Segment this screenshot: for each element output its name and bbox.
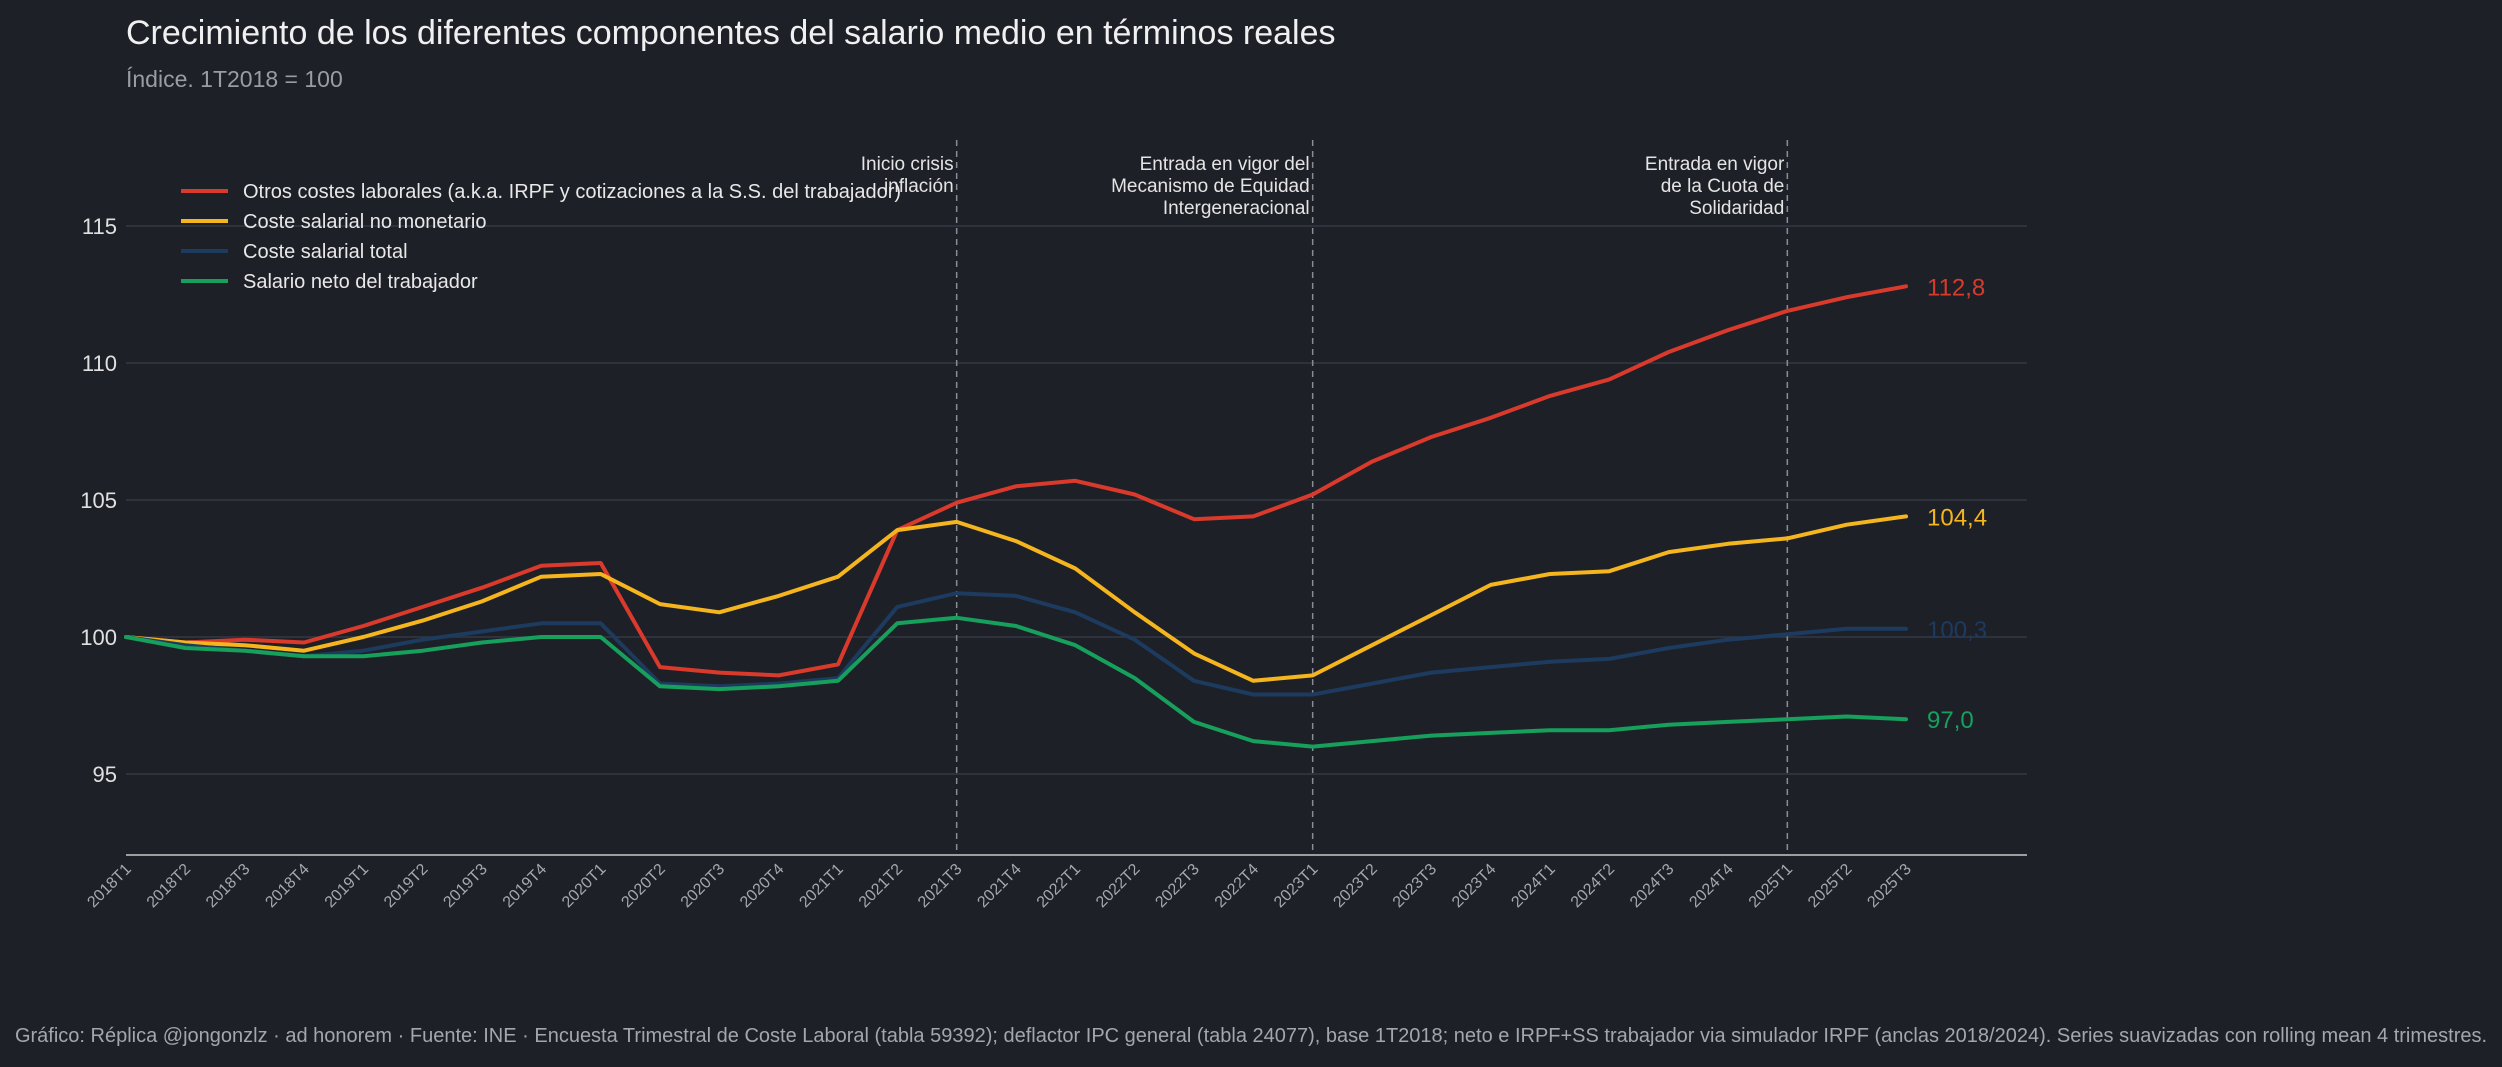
y-tick-label: 100 (80, 625, 117, 650)
x-tick-label: 2021T3 (915, 861, 965, 911)
series-end-label: 104,4 (1927, 504, 1987, 531)
footer-credits: Gráfico: Réplica @jongonzlz · ad honorem… (14, 1025, 2488, 1047)
series-lines (124, 284, 1908, 749)
chart-subtitle: Índice. 1T2018 = 100 (126, 66, 343, 92)
x-tick-label: 2020T1 (559, 861, 609, 911)
series-end-label: 112,8 (1927, 274, 1985, 301)
x-tick-label: 2023T4 (1449, 861, 1499, 911)
x-tick-label: 2021T4 (974, 861, 1024, 911)
x-tick-label: 2019T3 (440, 861, 490, 911)
x-tick-label: 2021T1 (796, 861, 846, 911)
x-tick-label: 2020T3 (678, 861, 728, 911)
x-tick-label: 2024T2 (1568, 861, 1618, 911)
event-lines (955, 140, 1789, 855)
x-tick-label: 2023T3 (1390, 861, 1440, 911)
x-tick-label: 2019T1 (322, 861, 372, 911)
x-tick-label: 2022T4 (1212, 861, 1262, 911)
event-label: Entrada en vigor del (1140, 154, 1310, 175)
x-tick-label: 2018T3 (203, 861, 253, 911)
series-end-label: 100,3 (1927, 617, 1987, 644)
end-labels: 112,8 104,4 100,3 97,0 (1927, 274, 1987, 734)
legend: Otros costes laborales (a.k.a. IRPF y co… (181, 181, 901, 293)
series-line-2 (124, 514, 1908, 683)
x-tick-label: 2019T4 (500, 861, 550, 911)
y-tick-label: 95 (93, 762, 117, 787)
chart-title: Crecimiento de los diferentes componente… (126, 14, 1336, 52)
x-tick-label: 2025T1 (1746, 861, 1796, 911)
series-line-1 (124, 284, 1908, 678)
y-tick-label: 110 (82, 351, 117, 376)
event-label: Intergeneracional (1163, 198, 1310, 219)
event-label: Solidaridad (1689, 198, 1784, 219)
gridlines (126, 225, 2027, 775)
x-tick-label: 2022T1 (1034, 861, 1084, 911)
y-tick-label: 105 (80, 488, 117, 513)
event-label: Inicio crisis (861, 154, 954, 175)
legend-entry: Coste salarial no monetario (243, 211, 486, 233)
x-tick-label: 2018T1 (84, 861, 134, 911)
legend-entry: Salario neto del trabajador (243, 271, 478, 293)
x-tick-label: 2020T4 (737, 861, 787, 911)
legend-entry: Otros costes laborales (a.k.a. IRPF y co… (243, 181, 901, 203)
series-line-3 (124, 591, 1908, 697)
y-tick-label: 115 (82, 214, 117, 239)
legend-entry: Coste salarial total (243, 241, 408, 263)
series-line-4 (124, 615, 1908, 749)
event-label: Entrada en vigor (1645, 154, 1785, 175)
series-end-label: 97,0 (1927, 707, 1974, 734)
x-tick-label: 2018T4 (262, 861, 312, 911)
x-tick-label: 2018T2 (144, 861, 194, 911)
x-tick-label: 2024T3 (1627, 861, 1677, 911)
x-tick-label: 2023T2 (1330, 861, 1380, 911)
x-tick-label: 2025T3 (1864, 861, 1914, 911)
x-tick-label: 2022T3 (1152, 861, 1202, 911)
x-tick-label: 2025T2 (1805, 861, 1855, 911)
x-tick-label: 2022T2 (1093, 861, 1143, 911)
x-tick-label: 2021T2 (856, 861, 906, 911)
x-tick-label: 2020T2 (618, 861, 668, 911)
event-label: inflación (884, 176, 954, 197)
event-label: Mecanismo de Equidad (1111, 176, 1310, 197)
x-tick-label: 2019T2 (381, 861, 431, 911)
x-tick-label: 2024T1 (1508, 861, 1558, 911)
x-tick-label: 2024T4 (1686, 861, 1736, 911)
event-label: de la Cuota de (1661, 176, 1785, 197)
x-tick-label: 2023T1 (1271, 861, 1321, 911)
